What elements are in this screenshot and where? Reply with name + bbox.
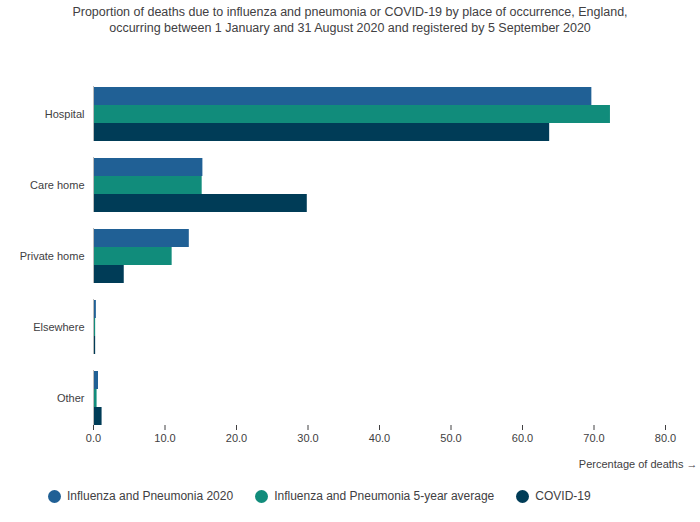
html-text:Influenza and Pneumonia 2020: Influenza and Pneumonia 2020 bbox=[67, 489, 234, 503]
svg-text:50.0: 50.0 bbox=[440, 432, 461, 444]
svg-text:Percentage of deaths →: Percentage of deaths → bbox=[579, 458, 698, 470]
svg-text:Elsewhere: Elsewhere bbox=[33, 321, 84, 333]
svg-text:10.0: 10.0 bbox=[154, 432, 175, 444]
svg-text:70.0: 70.0 bbox=[583, 432, 604, 444]
svg-text:Private home: Private home bbox=[20, 250, 85, 262]
svg-text:Care home: Care home bbox=[30, 179, 84, 191]
html-text:COVID-19: COVID-19 bbox=[535, 489, 591, 503]
svg-text:40.0: 40.0 bbox=[369, 432, 390, 444]
svg-text:0.0: 0.0 bbox=[86, 432, 101, 444]
svg-text:30.0: 30.0 bbox=[297, 432, 318, 444]
html-text:Influenza and Pneumonia 5-year: Influenza and Pneumonia 5-year average bbox=[274, 489, 495, 503]
svg-text:Hospital: Hospital bbox=[45, 108, 85, 120]
svg-text:80.0: 80.0 bbox=[655, 432, 676, 444]
svg-text:20.0: 20.0 bbox=[226, 432, 247, 444]
svg-text:Other: Other bbox=[57, 392, 85, 404]
html-text:Proportion of deaths due to in: Proportion of deaths due to influenza an… bbox=[72, 5, 628, 35]
svg-text:60.0: 60.0 bbox=[512, 432, 533, 444]
